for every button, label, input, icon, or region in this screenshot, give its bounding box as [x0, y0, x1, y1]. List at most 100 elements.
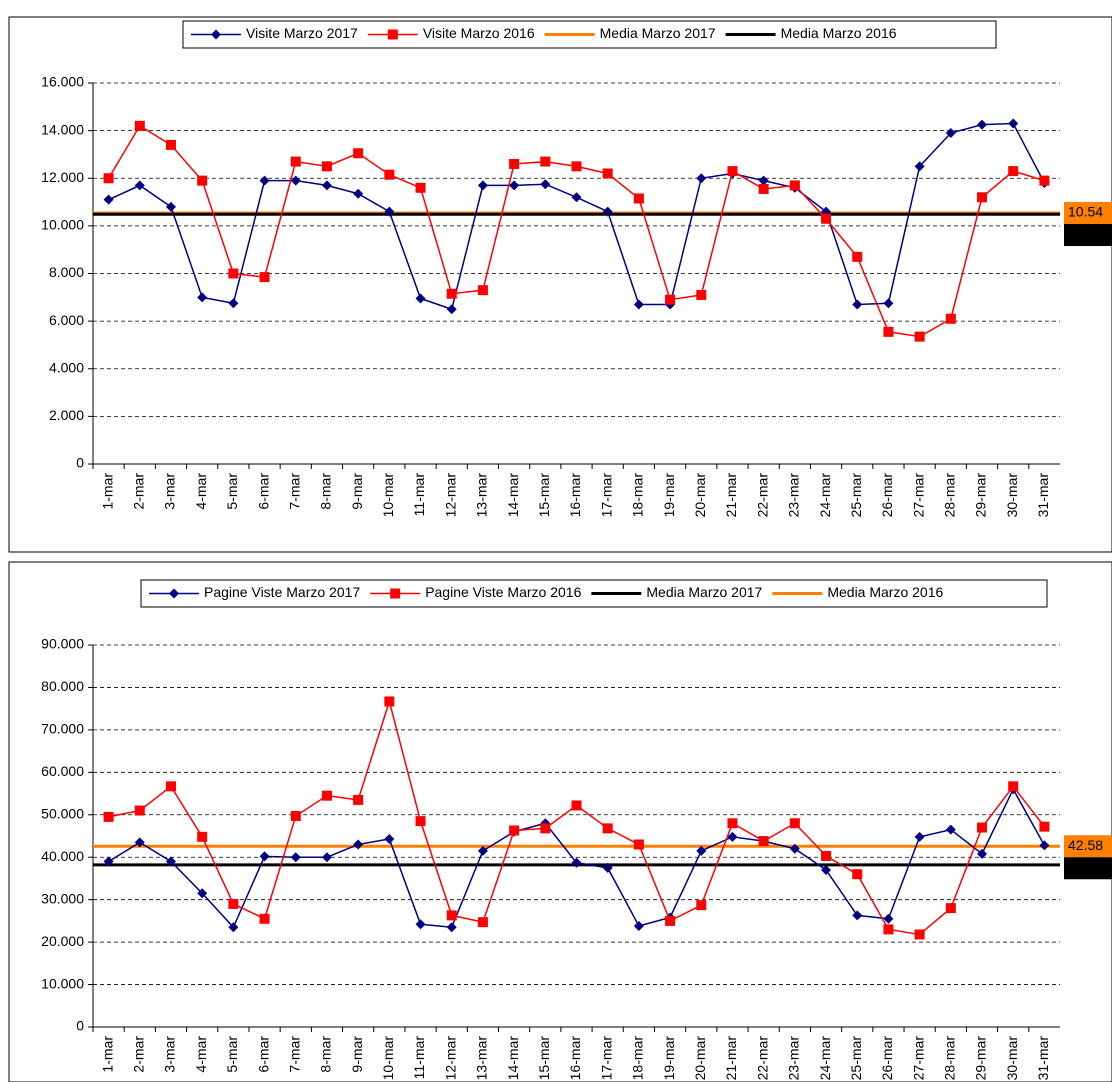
- marker: [852, 299, 863, 310]
- x-tick-label: 20-mar: [692, 473, 708, 518]
- x-tick-label: 15-mar: [536, 473, 552, 518]
- marker: [789, 818, 800, 829]
- x-tick-label: 9-mar: [349, 473, 365, 510]
- y-tick-label: 50.000: [41, 805, 84, 821]
- mean-label-box: [1064, 202, 1112, 225]
- y-tick-label: 0: [76, 455, 84, 471]
- x-tick-label: 1-mar: [99, 1036, 115, 1073]
- mean-label: 10.54: [1068, 204, 1103, 220]
- x-tick-label: 12-mar: [442, 1036, 458, 1081]
- marker: [477, 845, 488, 856]
- marker: [390, 588, 401, 599]
- x-tick-label: 3-mar: [162, 1036, 178, 1073]
- x-tick-label: 15-mar: [536, 1036, 552, 1081]
- x-tick-label: 21-mar: [723, 473, 739, 518]
- marker: [602, 206, 613, 217]
- x-tick-label: 13-mar: [474, 1036, 490, 1081]
- marker: [758, 175, 769, 186]
- marker: [789, 843, 800, 854]
- marker: [211, 29, 221, 40]
- x-tick-label: 10-mar: [380, 473, 396, 518]
- marker: [571, 161, 582, 172]
- marker: [571, 800, 582, 811]
- marker: [758, 836, 769, 847]
- x-tick-label: 5-mar: [224, 1036, 240, 1073]
- marker: [789, 180, 800, 191]
- marker: [353, 188, 364, 199]
- y-tick-label: 70.000: [41, 721, 84, 737]
- marker: [540, 823, 551, 834]
- x-tick-label: 17-mar: [598, 1036, 614, 1081]
- y-tick-label: 20.000: [41, 933, 84, 949]
- y-tick-label: 0: [76, 1018, 84, 1034]
- x-tick-label: 16-mar: [567, 1036, 583, 1081]
- marker: [914, 831, 925, 842]
- x-tick-label: 12-mar: [442, 473, 458, 518]
- marker: [446, 288, 457, 299]
- y-tick-label: 10.000: [41, 217, 84, 233]
- marker: [883, 924, 894, 935]
- x-tick-label: 31-mar: [1035, 473, 1051, 518]
- marker: [602, 862, 613, 873]
- legend-label: Media Marzo 2016: [781, 25, 897, 41]
- marker: [165, 139, 176, 150]
- x-tick-label: 23-mar: [786, 473, 802, 518]
- marker: [228, 922, 239, 933]
- marker: [945, 128, 956, 139]
- marker: [321, 161, 332, 172]
- marker: [977, 192, 988, 203]
- marker: [696, 845, 707, 856]
- x-tick-label: 11-mar: [411, 1036, 427, 1080]
- x-tick-label: 14-mar: [505, 473, 521, 518]
- x-tick-label: 29-mar: [973, 1036, 989, 1081]
- x-tick-label: 28-mar: [942, 1036, 958, 1081]
- marker: [259, 272, 270, 283]
- y-tick-label: 30.000: [41, 890, 84, 906]
- marker: [883, 326, 894, 337]
- x-tick-label: 31-mar: [1035, 1036, 1051, 1081]
- marker: [633, 920, 644, 931]
- marker: [633, 839, 644, 850]
- marker: [134, 837, 145, 848]
- marker: [384, 833, 395, 844]
- mean-label: 38.20: [1068, 859, 1103, 875]
- marker: [945, 903, 956, 914]
- x-tick-label: 25-mar: [848, 473, 864, 518]
- marker: [821, 213, 832, 224]
- marker: [446, 910, 457, 921]
- marker: [197, 292, 208, 303]
- marker: [134, 180, 145, 191]
- marker: [727, 818, 738, 829]
- x-tick-label: 26-mar: [879, 473, 895, 518]
- marker: [228, 298, 239, 309]
- marker: [633, 299, 644, 310]
- marker: [259, 851, 270, 862]
- marker: [914, 929, 925, 940]
- marker: [821, 850, 832, 861]
- x-tick-label: 14-mar: [505, 1036, 521, 1081]
- marker: [169, 588, 179, 599]
- marker: [945, 313, 956, 324]
- marker: [384, 206, 395, 217]
- x-tick-label: 19-mar: [661, 1036, 677, 1081]
- marker: [633, 193, 644, 204]
- mean-label: 42.58: [1068, 837, 1103, 853]
- marker: [696, 173, 707, 184]
- x-tick-label: 17-mar: [598, 473, 614, 518]
- x-tick-label: 19-mar: [661, 473, 677, 518]
- legend-label: Media Marzo 2017: [646, 584, 762, 600]
- y-tick-label: 10.000: [41, 975, 84, 991]
- marker: [259, 913, 270, 924]
- x-tick-label: 18-mar: [630, 1036, 646, 1081]
- marker: [1008, 166, 1019, 177]
- marker: [165, 856, 176, 867]
- marker: [197, 888, 208, 899]
- marker: [1039, 175, 1050, 186]
- marker: [290, 175, 301, 186]
- x-tick-label: 16-mar: [567, 473, 583, 518]
- x-tick-label: 22-mar: [754, 1036, 770, 1081]
- marker: [103, 173, 114, 184]
- x-tick-label: 4-mar: [193, 473, 209, 510]
- legend-label: Visite Marzo 2016: [423, 25, 535, 41]
